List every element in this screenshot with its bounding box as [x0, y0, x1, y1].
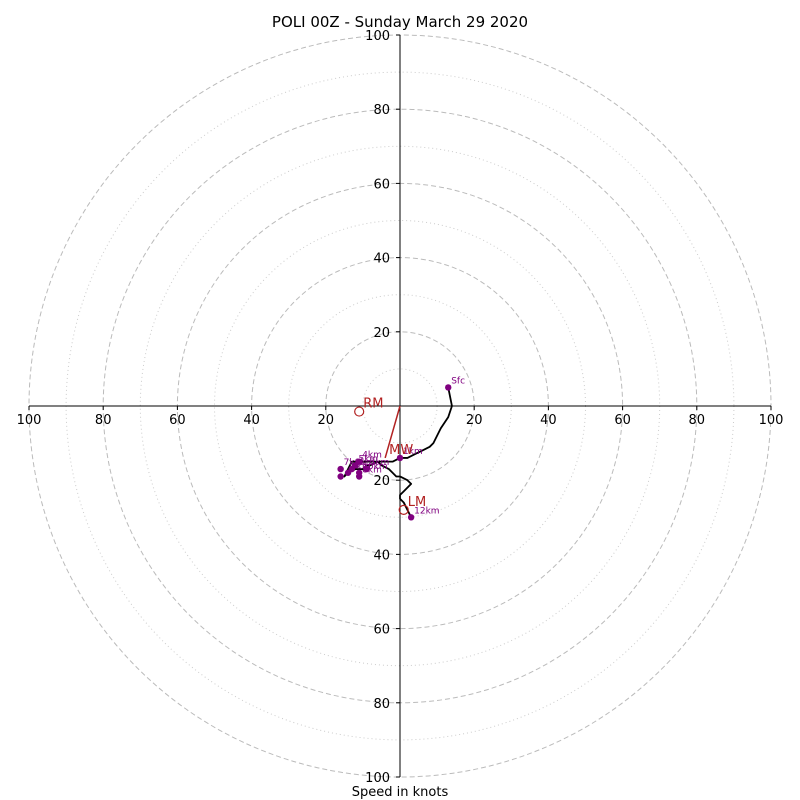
height-marker-label: 1km [403, 447, 423, 457]
x-tick-label: 80 [689, 413, 706, 428]
x-tick-label: 20 [466, 413, 483, 428]
storm-motion-vector [384, 405, 401, 459]
x-tick-label: 100 [17, 413, 42, 428]
y-tick-label: 20 [373, 326, 390, 341]
y-tick-label: 40 [373, 548, 390, 563]
height-marker-point [355, 469, 363, 476]
height-marker-point [396, 454, 404, 462]
height-marker-label: Sfc [451, 376, 465, 386]
y-tick-label: 20 [373, 474, 390, 489]
height-marker-label: 6km [351, 462, 371, 472]
height-marker-point [407, 514, 415, 521]
y-tick-label: 80 [373, 697, 390, 712]
x-tick-label: 20 [318, 413, 335, 428]
storm-motion-mw-label: MW [389, 443, 413, 458]
height-marker-point [337, 473, 344, 480]
y-tick-label: 60 [373, 623, 390, 638]
storm-motion-lm-marker [398, 504, 409, 515]
x-tick-label: 40 [540, 413, 557, 428]
hodograph-line [343, 387, 453, 518]
y-tick-label: 100 [365, 771, 390, 786]
hodograph-trace [343, 387, 453, 518]
x-tick-label: 80 [95, 413, 112, 428]
storm-motion-markers: RM LM MW [354, 397, 426, 515]
tick-labels: 20 20 20 20 40 40 40 40 60 60 60 60 80 80 80 80 100 100 10… [17, 29, 784, 786]
storm-motion-rm-marker [354, 406, 365, 417]
x-axis-label: Speed in knots [352, 785, 449, 800]
x-tick-label: 60 [614, 413, 631, 428]
y-tick-label: 60 [373, 177, 390, 192]
chart-title: POLI 00Z - Sunday March 29 2020 [272, 13, 528, 31]
height-marker-point [445, 384, 452, 391]
height-marker-label: 9km [355, 458, 375, 468]
height-marker-label: 7km [344, 458, 364, 468]
height-marker-point [348, 465, 355, 473]
y-tick-label: 40 [373, 252, 390, 267]
x-tick-label: 40 [243, 413, 260, 428]
storm-motion-lm-label: LM [408, 495, 426, 510]
x-tick-label: 100 [759, 413, 784, 428]
y-tick-label: 100 [365, 29, 390, 44]
height-marker-label: 4km [362, 451, 382, 461]
height-marker-label: 5km [358, 454, 378, 464]
height-marker-point [337, 465, 344, 473]
height-marker-label: 3km [370, 458, 390, 468]
height-marker-point [363, 465, 370, 473]
height-marker-label: 12km [414, 506, 439, 516]
y-tick-label: 80 [373, 103, 390, 118]
height-marker-label: 10km [362, 462, 387, 472]
x-tick-label: 60 [169, 413, 186, 428]
height-marker-label: 8km [362, 465, 382, 475]
mean-wind-vector [384, 405, 401, 459]
storm-motion-rm-label: RM [363, 397, 383, 412]
